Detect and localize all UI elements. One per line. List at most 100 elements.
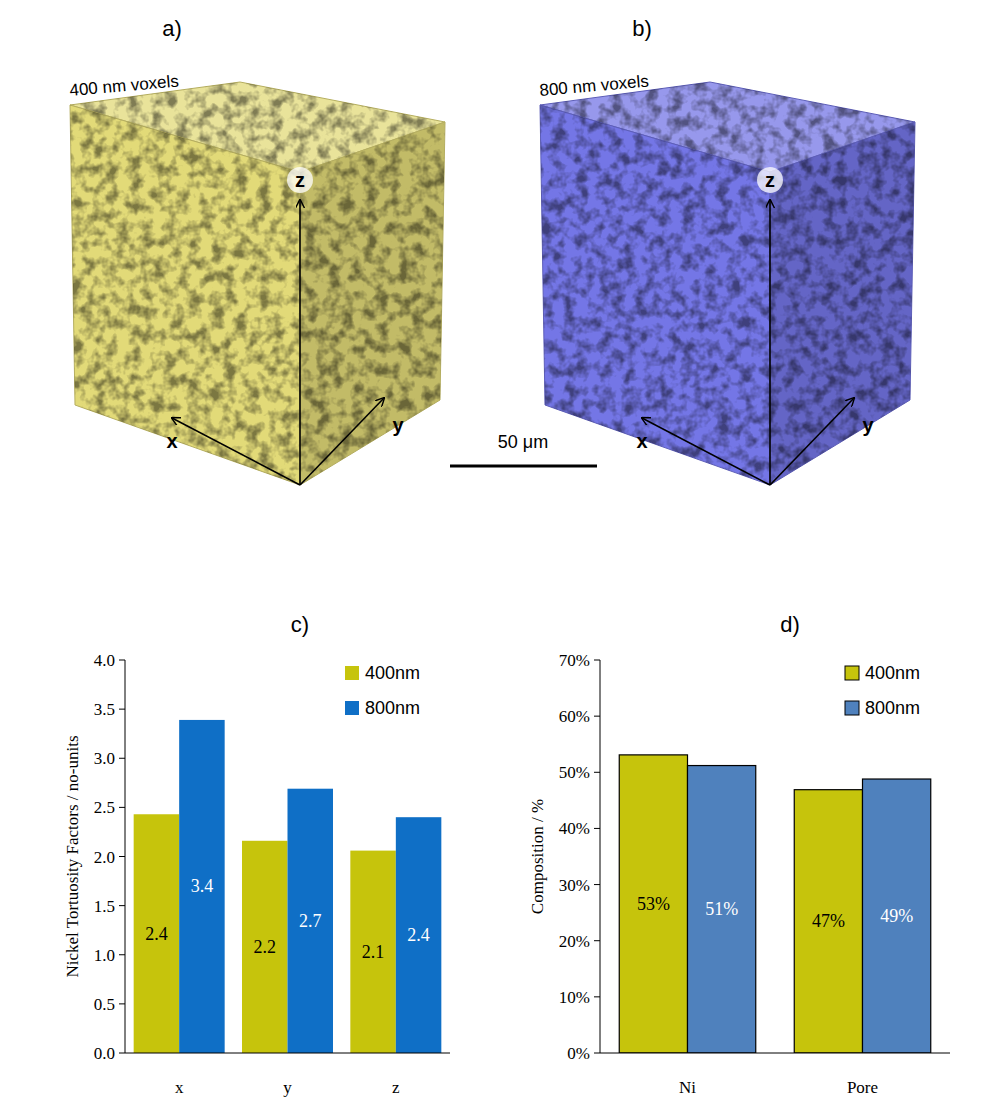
axis-arrow	[172, 418, 300, 485]
y-tick	[119, 758, 125, 759]
y-tick	[594, 940, 600, 941]
y-tick	[594, 828, 600, 829]
cube-face	[540, 105, 770, 485]
legend-label: 400nm	[865, 663, 920, 683]
y-tick-label: 2.5	[94, 798, 115, 817]
y-tick	[119, 660, 125, 661]
y-tick-label: 30%	[559, 876, 590, 895]
y-tick	[594, 660, 600, 661]
chart-panel: d) 0% 10% 20% 30% 40% 50% 60% 70% Composition / %…	[528, 612, 950, 1097]
bar	[688, 766, 756, 1053]
x-tick-label: y	[283, 1078, 292, 1097]
axis-name: x	[166, 430, 177, 452]
y-tick	[119, 807, 125, 808]
bar	[242, 841, 288, 1053]
data-label: 2.4	[407, 925, 430, 945]
axis-name: y	[862, 414, 874, 436]
y-tick-label: 70%	[559, 651, 590, 670]
panel-letter: d)	[780, 612, 800, 637]
render-label: 800 nm voxels	[539, 72, 650, 100]
y-tick-label: 3.0	[94, 749, 115, 768]
axis-name: z	[765, 169, 775, 191]
axis-name: y	[392, 414, 404, 436]
chart-panel: c)0.00.51.01.52.02.53.03.54.0Nickel Tort…	[63, 612, 450, 1097]
bar	[794, 790, 862, 1053]
axis-arrow	[299, 200, 301, 485]
data-label: 2.1	[362, 942, 385, 962]
bar	[863, 779, 931, 1053]
cube-face	[770, 122, 915, 485]
y-tick-label: 0%	[567, 1044, 590, 1063]
cube-texture	[770, 122, 915, 485]
data-label: 3.4	[191, 876, 214, 896]
y-tick-label: 3.5	[94, 700, 115, 719]
axis-name: x	[636, 430, 647, 452]
data-label: 2.2	[254, 937, 277, 957]
legend-swatch	[845, 701, 859, 715]
legend-label: 800nm	[365, 698, 420, 718]
bar	[179, 720, 225, 1053]
y-tick	[119, 1053, 125, 1054]
panel-letter: c)	[291, 612, 309, 637]
y-tick-label: 0.5	[94, 995, 115, 1014]
data-labels: 53%47%51%49%	[637, 894, 913, 931]
figure: a)400 nm voxelsxyzb)800 nm voxelsxyz50 μ…	[0, 0, 988, 1120]
bar	[350, 851, 396, 1053]
render-label: 400 nm voxels	[69, 72, 180, 100]
axis-name: z	[295, 169, 305, 191]
axis-arrow	[300, 398, 384, 485]
legend-swatch	[845, 666, 859, 680]
x-tick-label: z	[392, 1078, 400, 1097]
y-tick	[119, 954, 125, 955]
x-tick-label: Ni	[679, 1078, 696, 1097]
axis-arrow	[769, 200, 771, 485]
bar	[134, 814, 180, 1053]
bar	[396, 817, 442, 1053]
cube-texture	[300, 122, 445, 485]
y-tick	[594, 1053, 600, 1054]
legend-swatch	[345, 666, 359, 680]
scale-bar-label: 50 μm	[498, 432, 548, 452]
y-tick	[594, 996, 600, 997]
axis-name-glow	[287, 167, 313, 193]
render-panel: b)800 nm voxelsxyz	[539, 16, 915, 485]
scale-bar	[450, 465, 597, 468]
bars	[619, 755, 931, 1053]
legend-label: 400nm	[365, 663, 420, 683]
y-tick-label: 2.0	[94, 848, 115, 867]
y-axis-line	[125, 660, 126, 1053]
x-axis-line	[125, 1053, 450, 1054]
y-tick-label: 40%	[559, 819, 590, 838]
y-axis-line	[600, 660, 601, 1053]
y-tick-label: 10%	[559, 988, 590, 1007]
cube-texture	[70, 105, 300, 485]
y-tick	[119, 1003, 125, 1004]
cube-face	[300, 122, 445, 485]
y-tick-label: 60%	[559, 707, 590, 726]
x-axis-line	[600, 1053, 950, 1054]
data-label: 49%	[880, 906, 913, 926]
bars	[134, 720, 442, 1053]
data-label: 51%	[705, 899, 738, 919]
y-tick	[594, 716, 600, 717]
cube-face	[70, 105, 300, 485]
axis-arrow	[642, 418, 770, 485]
y-axis-title: Composition / %	[528, 799, 547, 914]
y-tick	[594, 772, 600, 773]
y-tick-label: 20%	[559, 932, 590, 951]
render-panel: a)400 nm voxelsxyz	[69, 16, 445, 485]
data-label: 47%	[812, 911, 845, 931]
legend-label: 800nm	[865, 698, 920, 718]
axis-arrow	[770, 398, 854, 485]
y-tick	[119, 856, 125, 857]
legend-swatch	[345, 701, 359, 715]
y-axis-title: Nickel Tortuosity Factors / no-units	[63, 735, 82, 977]
y-tick	[594, 884, 600, 885]
y-tick-label: 0.0	[94, 1044, 115, 1063]
y-tick-label: 50%	[559, 763, 590, 782]
cube-texture	[540, 105, 770, 485]
y-tick-label: 1.0	[94, 946, 115, 965]
data-label: 2.4	[145, 924, 168, 944]
data-label: 2.7	[299, 911, 322, 931]
x-tick-label: x	[175, 1078, 184, 1097]
